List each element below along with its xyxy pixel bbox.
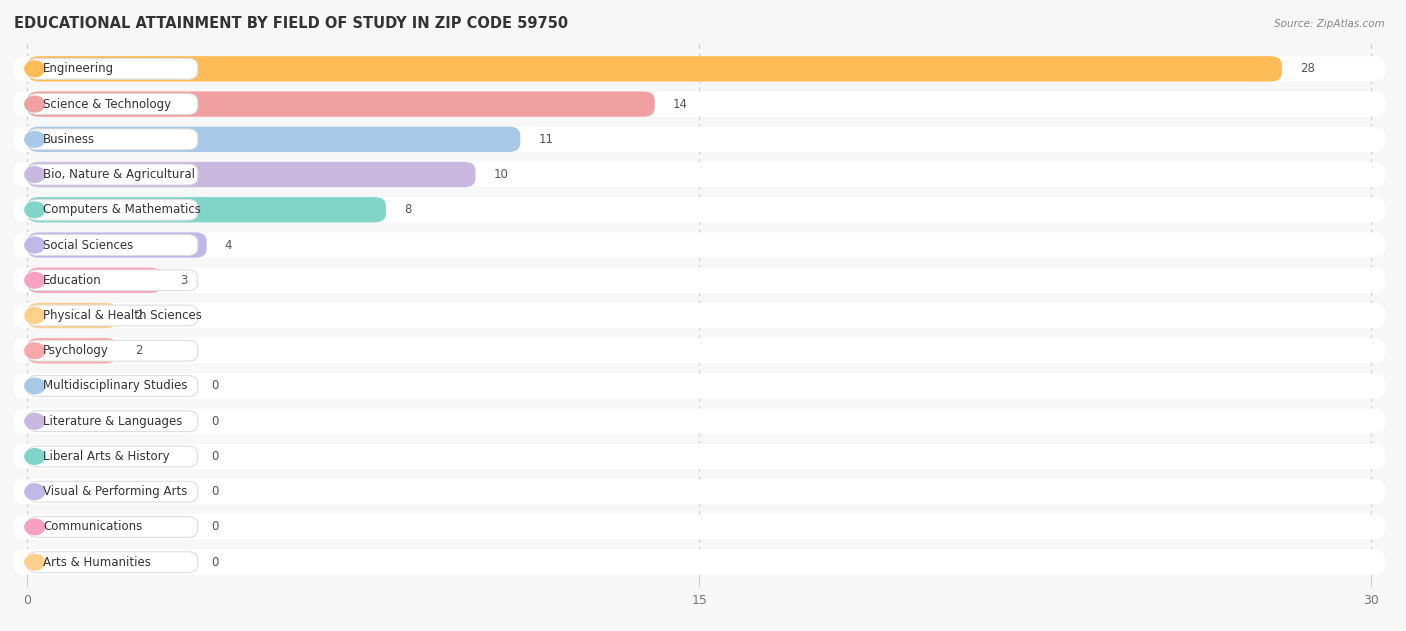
Circle shape [25, 97, 45, 112]
FancyBboxPatch shape [28, 551, 198, 572]
Text: Computers & Mathematics: Computers & Mathematics [44, 203, 201, 216]
Text: Social Sciences: Social Sciences [44, 239, 134, 252]
Circle shape [25, 202, 45, 218]
FancyBboxPatch shape [28, 268, 162, 293]
FancyBboxPatch shape [14, 303, 1385, 328]
FancyBboxPatch shape [14, 444, 1385, 469]
FancyBboxPatch shape [14, 127, 1385, 152]
FancyBboxPatch shape [28, 127, 520, 152]
FancyBboxPatch shape [28, 197, 385, 223]
FancyBboxPatch shape [28, 59, 198, 80]
FancyBboxPatch shape [14, 374, 1385, 399]
FancyBboxPatch shape [14, 514, 1385, 540]
Text: 2: 2 [135, 309, 142, 322]
FancyBboxPatch shape [28, 164, 198, 185]
Text: 8: 8 [404, 203, 411, 216]
Text: EDUCATIONAL ATTAINMENT BY FIELD OF STUDY IN ZIP CODE 59750: EDUCATIONAL ATTAINMENT BY FIELD OF STUDY… [14, 16, 568, 30]
Circle shape [25, 449, 45, 464]
FancyBboxPatch shape [14, 408, 1385, 434]
Text: 0: 0 [211, 521, 218, 533]
FancyBboxPatch shape [28, 375, 198, 396]
FancyBboxPatch shape [28, 340, 198, 361]
FancyBboxPatch shape [14, 162, 1385, 187]
Text: Literature & Languages: Literature & Languages [44, 415, 183, 428]
Text: 3: 3 [180, 274, 187, 286]
FancyBboxPatch shape [28, 270, 198, 291]
FancyBboxPatch shape [28, 517, 198, 538]
Text: 2: 2 [135, 345, 142, 357]
FancyBboxPatch shape [14, 479, 1385, 504]
FancyBboxPatch shape [14, 91, 1385, 117]
FancyBboxPatch shape [14, 56, 1385, 81]
FancyBboxPatch shape [28, 235, 198, 256]
Circle shape [25, 519, 45, 534]
Text: Communications: Communications [44, 521, 142, 533]
Text: 0: 0 [211, 556, 218, 569]
Text: Engineering: Engineering [44, 62, 114, 75]
Text: Bio, Nature & Agricultural: Bio, Nature & Agricultural [44, 168, 195, 181]
FancyBboxPatch shape [14, 197, 1385, 223]
FancyBboxPatch shape [14, 232, 1385, 257]
Text: 4: 4 [225, 239, 232, 252]
Text: Multidisciplinary Studies: Multidisciplinary Studies [44, 379, 188, 392]
FancyBboxPatch shape [28, 305, 198, 326]
Circle shape [25, 61, 45, 76]
Circle shape [25, 131, 45, 147]
Text: Source: ZipAtlas.com: Source: ZipAtlas.com [1274, 19, 1385, 29]
Circle shape [25, 273, 45, 288]
Text: 14: 14 [672, 98, 688, 110]
Circle shape [25, 378, 45, 394]
Text: Business: Business [44, 133, 96, 146]
Text: 28: 28 [1299, 62, 1315, 75]
Circle shape [25, 308, 45, 323]
Text: 11: 11 [538, 133, 553, 146]
FancyBboxPatch shape [28, 162, 475, 187]
FancyBboxPatch shape [28, 91, 655, 117]
Text: Psychology: Psychology [44, 345, 110, 357]
Circle shape [25, 343, 45, 358]
Circle shape [25, 237, 45, 253]
FancyBboxPatch shape [28, 56, 1282, 81]
FancyBboxPatch shape [14, 550, 1385, 575]
FancyBboxPatch shape [28, 338, 117, 363]
Text: 10: 10 [494, 168, 509, 181]
Circle shape [25, 413, 45, 429]
FancyBboxPatch shape [28, 93, 198, 114]
Text: 0: 0 [211, 379, 218, 392]
FancyBboxPatch shape [28, 446, 198, 467]
Circle shape [25, 555, 45, 570]
FancyBboxPatch shape [28, 411, 198, 432]
Text: 0: 0 [211, 415, 218, 428]
FancyBboxPatch shape [28, 481, 198, 502]
Text: Science & Technology: Science & Technology [44, 98, 172, 110]
FancyBboxPatch shape [28, 232, 207, 257]
Text: Education: Education [44, 274, 103, 286]
Text: Arts & Humanities: Arts & Humanities [44, 556, 152, 569]
Text: Visual & Performing Arts: Visual & Performing Arts [44, 485, 188, 498]
Text: 0: 0 [211, 485, 218, 498]
FancyBboxPatch shape [14, 268, 1385, 293]
Text: Physical & Health Sciences: Physical & Health Sciences [44, 309, 202, 322]
Circle shape [25, 484, 45, 500]
FancyBboxPatch shape [28, 199, 198, 220]
Text: Liberal Arts & History: Liberal Arts & History [44, 450, 170, 463]
Circle shape [25, 167, 45, 182]
FancyBboxPatch shape [14, 338, 1385, 363]
Text: 0: 0 [211, 450, 218, 463]
FancyBboxPatch shape [28, 129, 198, 150]
FancyBboxPatch shape [28, 303, 117, 328]
